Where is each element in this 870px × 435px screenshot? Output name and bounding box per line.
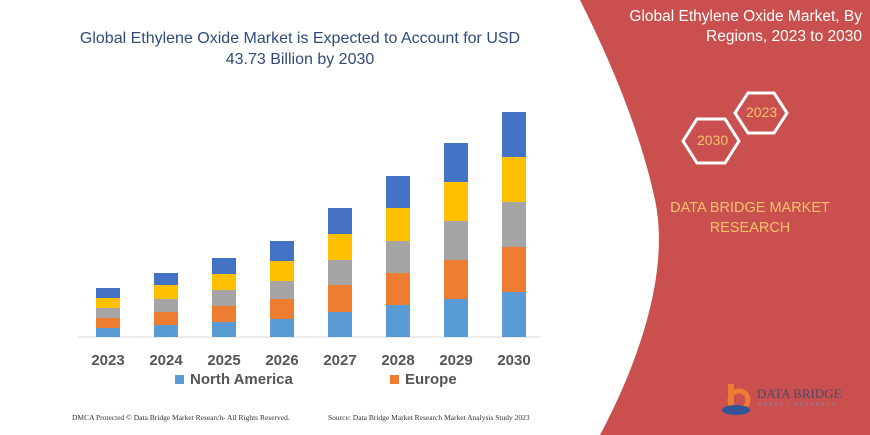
bar-segment-2027-series-0 bbox=[328, 312, 352, 337]
logo-icon bbox=[722, 384, 751, 415]
x-tick-label: 2028 bbox=[381, 352, 414, 369]
bar-segment-2027-series-4 bbox=[328, 208, 352, 234]
bar-segment-2028-series-3 bbox=[386, 208, 410, 241]
hex-2030 bbox=[681, 117, 741, 165]
bar-segment-2029-series-4 bbox=[444, 143, 468, 182]
bar-segment-2023-series-3 bbox=[96, 298, 120, 308]
logo-subtext: MARKET RESEARCH bbox=[758, 402, 838, 408]
bar-segment-2028-series-2 bbox=[386, 241, 410, 273]
bar-segment-2029-series-2 bbox=[444, 221, 468, 260]
hex-label-2030: 2030 bbox=[697, 132, 729, 148]
bar-segment-2024-series-2 bbox=[154, 299, 178, 312]
chart-title: Global Ethylene Oxide Market is Expected… bbox=[79, 30, 521, 68]
x-tick-label: 2027 bbox=[323, 352, 356, 369]
x-tick-label: 2029 bbox=[439, 352, 472, 369]
bar-segment-2023-series-2 bbox=[96, 308, 120, 318]
bar-segment-2023-series-0 bbox=[96, 328, 120, 337]
stacked-bar-chart: 2023 2024 2025 2026 2027 2028 2029 2030 bbox=[78, 112, 540, 369]
legend-item-europe: Europe bbox=[390, 371, 457, 388]
legend-label: North America bbox=[190, 371, 293, 388]
side-panel-title: Global Ethylene Oxide Market, By Regions… bbox=[629, 8, 862, 45]
bar-segment-2025-series-1 bbox=[212, 306, 236, 322]
side-panel-bg bbox=[580, 0, 870, 435]
bar-segment-2027-series-1 bbox=[328, 285, 352, 312]
x-tick-label: 2030 bbox=[497, 352, 530, 369]
bar-segment-2024-series-3 bbox=[154, 285, 178, 299]
bar-segment-2026-series-2 bbox=[270, 281, 294, 299]
bar-segment-2027-series-3 bbox=[328, 234, 352, 260]
bar-segment-2028-series-4 bbox=[386, 176, 410, 208]
hex-2023 bbox=[733, 91, 789, 135]
bar-segment-2029-series-1 bbox=[444, 260, 468, 299]
bar-segment-2025-series-2 bbox=[212, 290, 236, 306]
legend-swatch bbox=[175, 375, 184, 384]
bar-segment-2025-series-3 bbox=[212, 274, 236, 290]
x-tick-label: 2024 bbox=[149, 352, 183, 369]
bar-segment-2026-series-0 bbox=[270, 319, 294, 337]
bar-segment-2027-series-2 bbox=[328, 260, 352, 285]
bar-segment-2030-series-4 bbox=[502, 112, 526, 157]
bar-segment-2030-series-3 bbox=[502, 157, 526, 202]
bar-segment-2023-series-1 bbox=[96, 318, 120, 328]
footer-copyright: DMCA Protected © Data Bridge Market Rese… bbox=[72, 413, 290, 422]
logo-text: DATA BRIDGE bbox=[757, 386, 842, 401]
bar-segment-2025-series-4 bbox=[212, 258, 236, 274]
bar-segment-2024-series-0 bbox=[154, 325, 178, 337]
bar-segment-2029-series-0 bbox=[444, 299, 468, 337]
x-tick-label: 2023 bbox=[91, 352, 124, 369]
x-tick-label: 2026 bbox=[265, 352, 298, 369]
bar-segment-2025-series-0 bbox=[212, 322, 236, 337]
bar-segment-2026-series-3 bbox=[270, 261, 294, 281]
bar-segment-2023-series-4 bbox=[96, 288, 120, 298]
bar-segment-2028-series-1 bbox=[386, 273, 410, 305]
bar-segment-2026-series-1 bbox=[270, 299, 294, 319]
hex-label-2023: 2023 bbox=[746, 104, 778, 120]
brand-text: DATA BRIDGE MARKET RESEARCH bbox=[670, 200, 830, 236]
bar-segment-2024-series-1 bbox=[154, 312, 178, 325]
bar-segment-2024-series-4 bbox=[154, 273, 178, 285]
x-tick-label: 2025 bbox=[207, 352, 240, 369]
bar-segment-2030-series-0 bbox=[502, 292, 526, 337]
bar-segment-2030-series-1 bbox=[502, 247, 526, 292]
legend-item-north-america: North America bbox=[175, 371, 293, 388]
legend-swatch bbox=[390, 375, 399, 384]
footer-source: Source: Data Bridge Market Research Mark… bbox=[328, 413, 530, 422]
bar-segment-2030-series-2 bbox=[502, 202, 526, 247]
bar-segment-2028-series-0 bbox=[386, 305, 410, 337]
bar-segment-2029-series-3 bbox=[444, 182, 468, 221]
bar-segment-2026-series-4 bbox=[270, 241, 294, 261]
legend-label: Europe bbox=[405, 371, 457, 388]
